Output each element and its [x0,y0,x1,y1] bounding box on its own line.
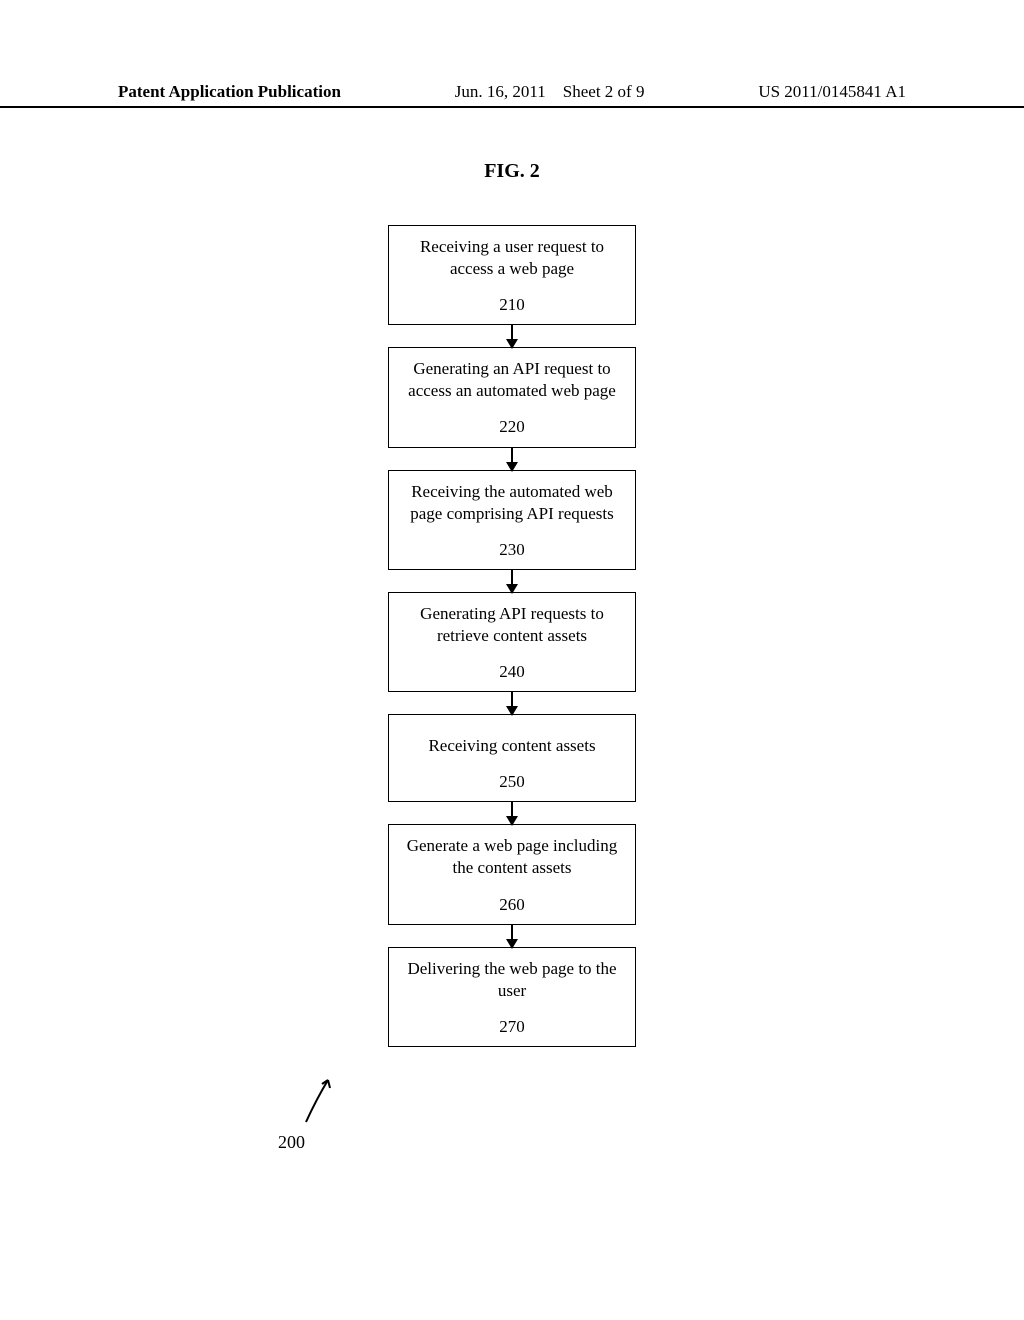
reference-arrow-icon [298,1070,338,1130]
flowchart-step-210: Receiving a user request to access a web… [388,225,636,325]
header-date: Jun. 16, 2011 [455,82,546,101]
reference-number-200: 200 [278,1132,305,1153]
flowchart-arrow [511,925,513,947]
flowchart-step-250: Receiving content assets 250 [388,714,636,802]
step-number: 230 [403,539,621,561]
flowchart-arrow [511,570,513,592]
flowchart-step-270: Delivering the web page to the user 270 [388,947,636,1047]
step-number: 260 [403,894,621,916]
step-text: Generating an API request to access an a… [403,358,621,402]
step-number: 240 [403,661,621,683]
step-number: 270 [403,1016,621,1038]
flowchart-step-260: Generate a web page including the conten… [388,824,636,924]
step-text: Receiving a user request to access a web… [403,236,621,280]
flowchart-arrow [511,802,513,824]
step-text: Generate a web page including the conten… [403,835,621,879]
flowchart-arrow [511,692,513,714]
step-text: Generating API requests to retrieve cont… [403,603,621,647]
step-text: Receiving the automated web page compris… [403,481,621,525]
header-publication-label: Patent Application Publication [0,82,341,102]
step-number: 220 [403,416,621,438]
flowchart-container: Receiving a user request to access a web… [0,225,1024,1047]
step-text: Receiving content assets [403,735,621,757]
flowchart-step-230: Receiving the automated web page compris… [388,470,636,570]
flowchart-step-220: Generating an API request to access an a… [388,347,636,447]
header-sheet: Sheet 2 of 9 [563,82,645,101]
flowchart-arrow [511,325,513,347]
step-number: 210 [403,294,621,316]
step-text: Delivering the web page to the user [403,958,621,1002]
header-pub-number: US 2011/0145841 A1 [758,82,1024,102]
step-number: 250 [403,771,621,793]
header-date-sheet: Jun. 16, 2011 Sheet 2 of 9 [455,82,645,102]
page-header: Patent Application Publication Jun. 16, … [0,82,1024,108]
flowchart-arrow [511,448,513,470]
flowchart-step-240: Generating API requests to retrieve cont… [388,592,636,692]
figure-title: FIG. 2 [0,160,1024,183]
